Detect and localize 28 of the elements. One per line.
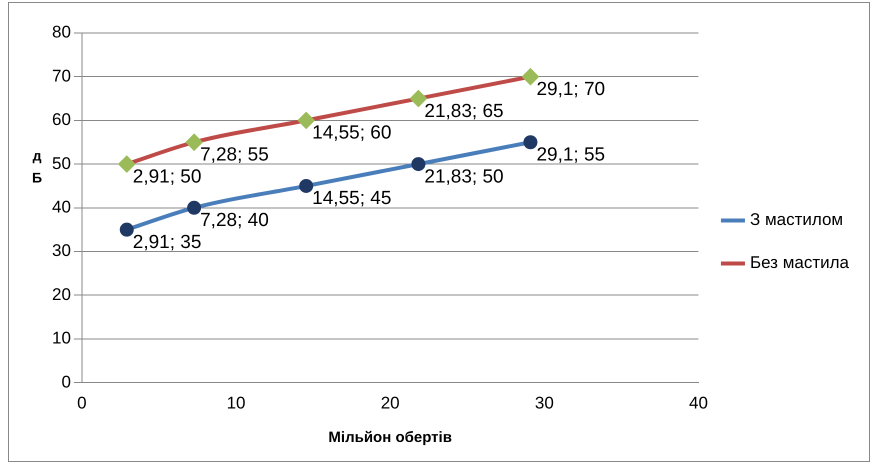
- x-tick-label: 40: [688, 393, 708, 412]
- y-axis-title: дБ: [32, 148, 42, 186]
- data-label: 14,55; 60: [312, 122, 392, 144]
- y-tick-label: 40: [52, 197, 71, 216]
- y-tick-label: 10: [52, 328, 71, 348]
- x-tick-label: 0: [77, 393, 87, 412]
- y-tick-label: 0: [61, 372, 71, 392]
- y-tick-label: 20: [52, 284, 71, 304]
- data-label: 21,83; 50: [424, 166, 504, 188]
- y-tick-label: 30: [52, 241, 71, 260]
- data-label: 14,55; 45: [312, 188, 392, 210]
- y-tick-label: 60: [52, 110, 71, 130]
- y-tick-label: 50: [52, 154, 71, 173]
- legend-label: З мастилом: [750, 210, 844, 230]
- data-label: 7,28; 55: [200, 144, 269, 166]
- data-label: 7,28; 40: [200, 210, 269, 232]
- legend-label: Без мастила: [750, 253, 850, 272]
- y-tick-label: 80: [52, 22, 71, 42]
- x-axis-title: Мільйон обертів: [328, 429, 452, 446]
- data-label: 2,91; 35: [132, 232, 202, 253]
- data-label: 21,83; 65: [424, 100, 504, 122]
- data-label: 2,91; 50: [132, 166, 202, 188]
- data-label: 29,1; 70: [536, 78, 606, 100]
- x-tick-label: 30: [534, 393, 554, 412]
- y-tick-label: 70: [52, 66, 71, 86]
- x-tick-label: 20: [380, 393, 400, 412]
- x-tick-label: 10: [226, 393, 246, 412]
- data-label: 29,1; 55: [536, 144, 606, 166]
